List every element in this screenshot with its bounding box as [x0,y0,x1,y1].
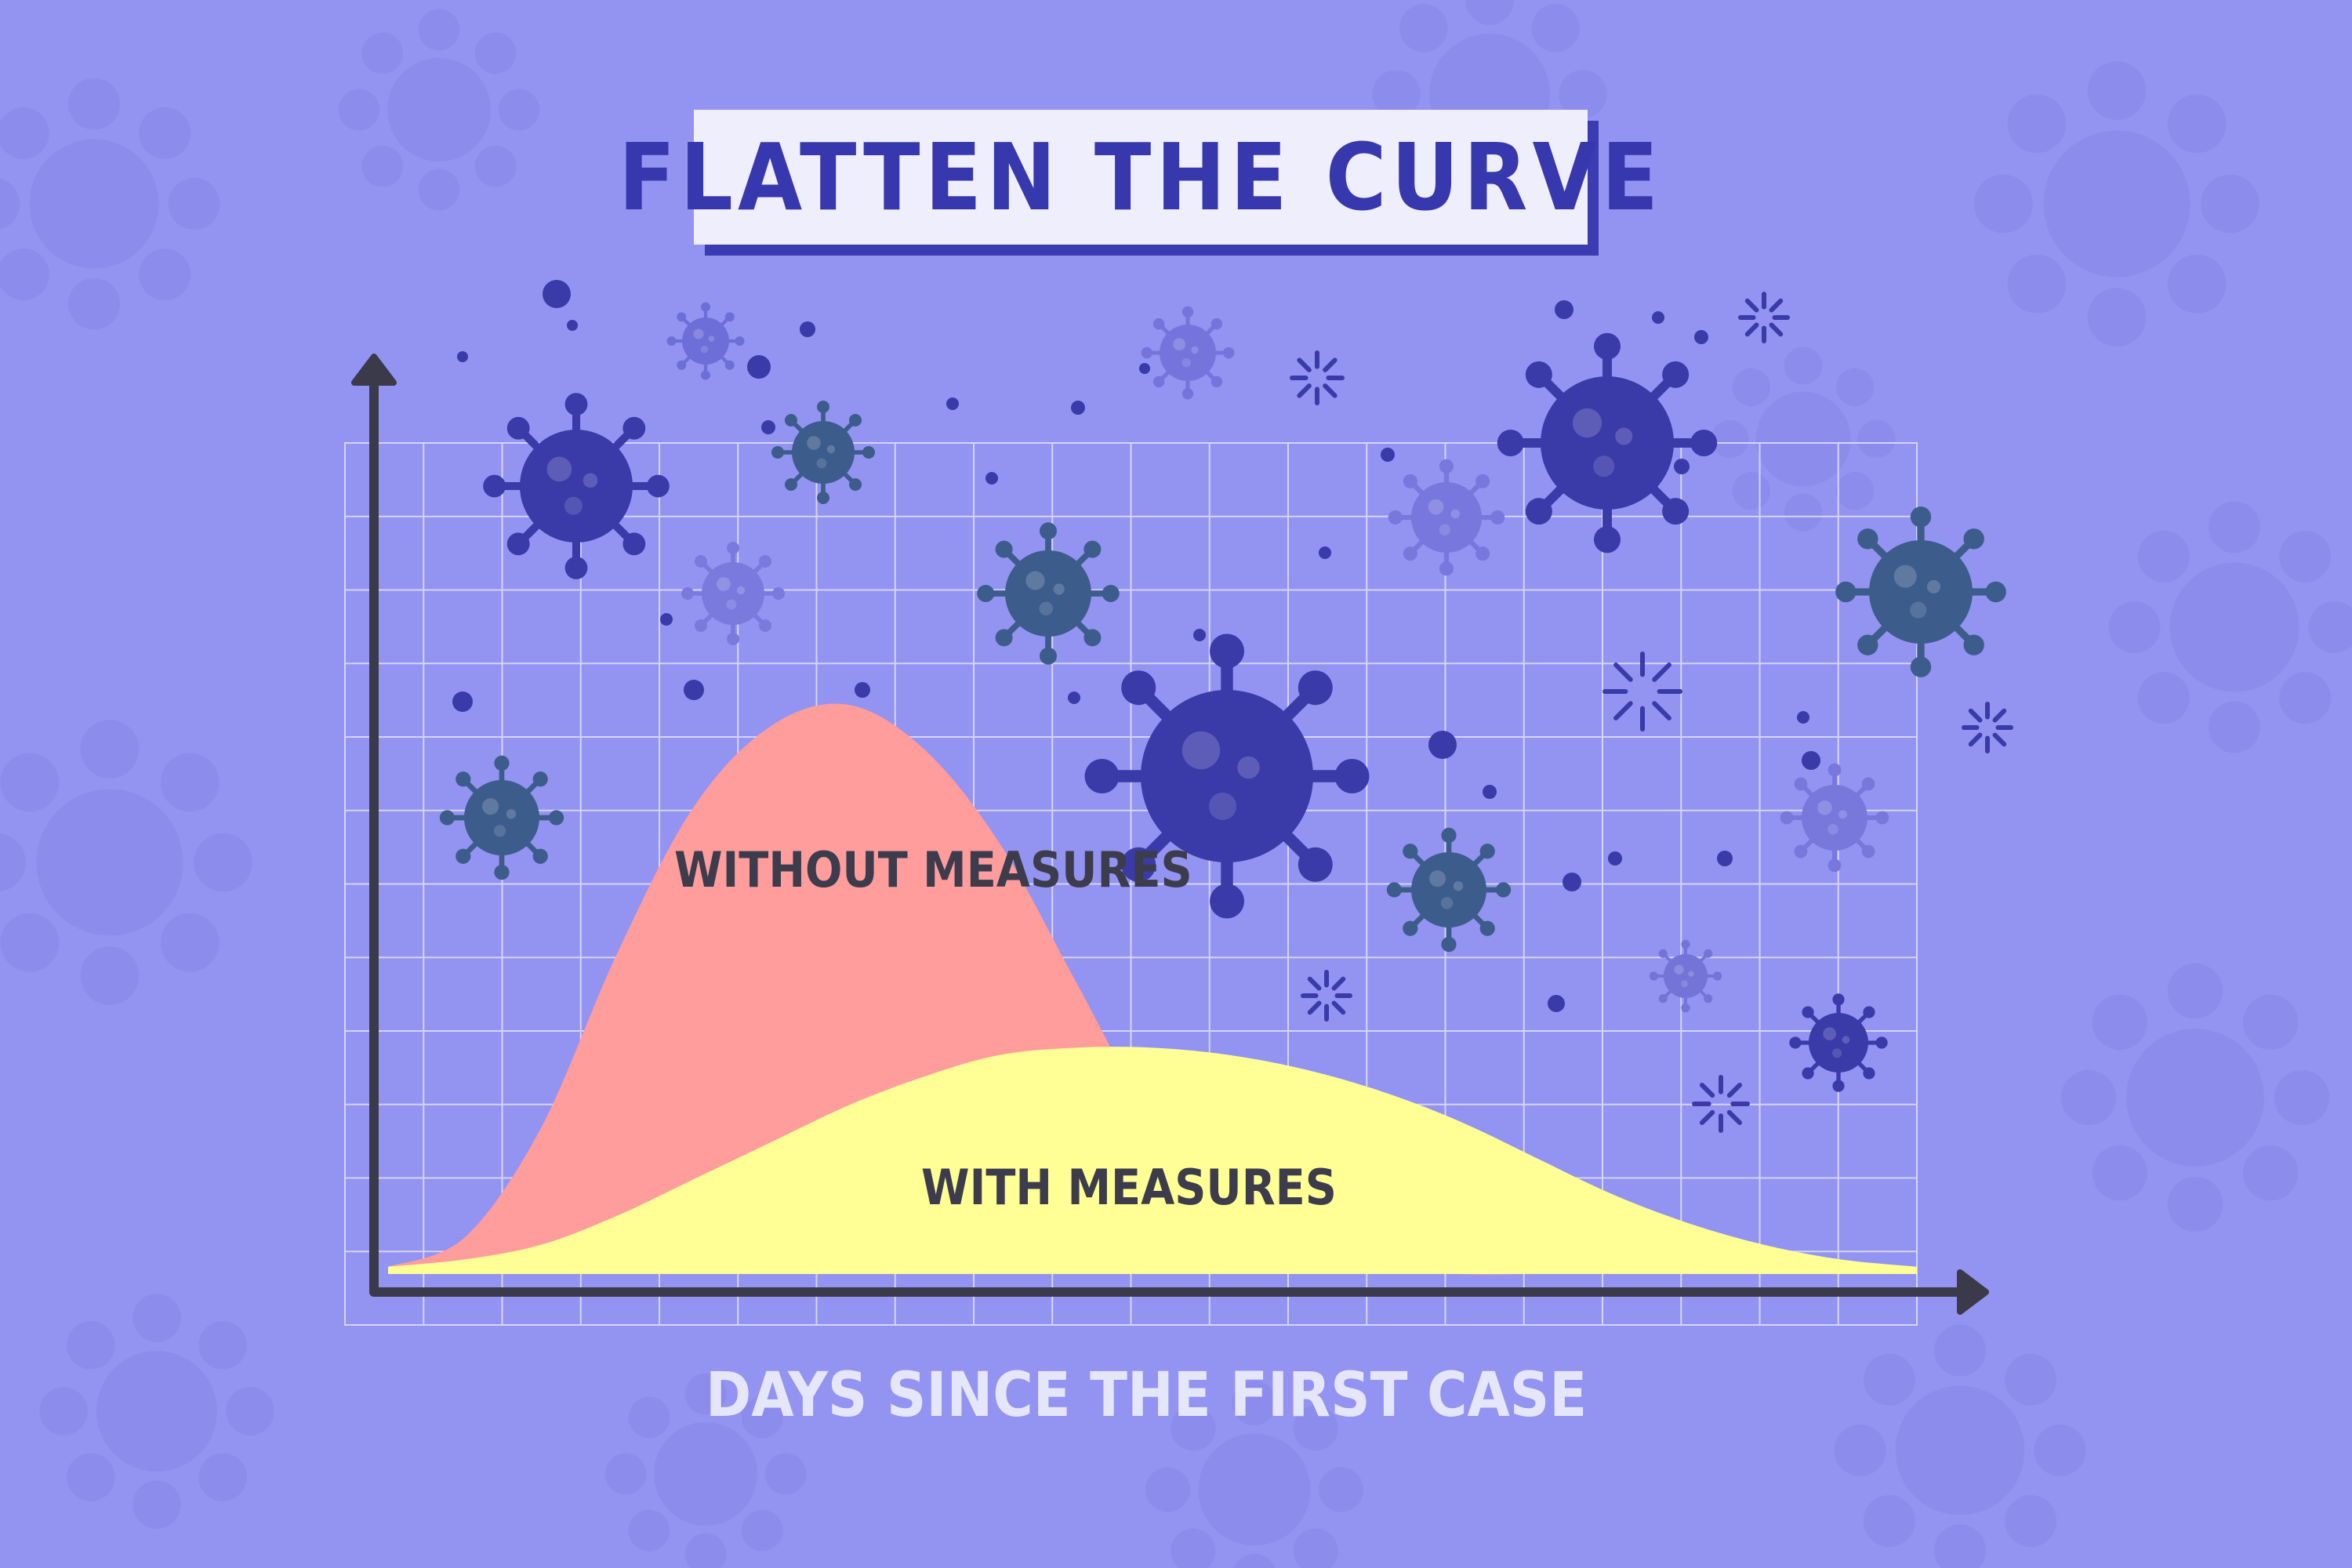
virus-particle [452,691,473,712]
virus-particle [761,420,775,434]
background-virus-icon [604,1373,807,1568]
background-virus-icon [338,9,540,211]
virus-particle [855,682,870,698]
virus-icon [439,755,564,880]
virus-particle [985,472,998,485]
chart-axes [351,354,1989,1315]
virus-particle [1428,731,1457,759]
virus-icon [771,401,875,504]
background-virus-icon [39,1294,274,1529]
virus-particle [1319,546,1331,559]
virus-particle [1802,751,1820,770]
virus-particle [684,680,704,700]
virus-icon [681,542,785,645]
virus-icon [666,302,745,380]
background-virus-icon [2108,501,2352,753]
virus-particle [660,613,673,626]
virus-particle [747,355,771,379]
area-without-measures [388,703,1917,1275]
title-box: FLATTEN THE CURVE [619,110,1658,245]
sparkle-burst [1301,970,1352,1022]
virus-particle [457,351,468,362]
background-virus-icon [1145,1380,1364,1568]
x-axis-label: DAYS SINCE THE FIRST CASE [706,1360,1588,1431]
background-virus-icon [1834,1324,2086,1568]
virus-particle [800,321,815,337]
arrow-up-icon [351,354,397,386]
background-virus-icon [0,78,220,330]
virus-icon [1388,459,1505,576]
virus-particle [1381,448,1395,462]
series-label-without-measures: WITHOUT MEASURES [674,840,1192,900]
virus-particle [1652,311,1664,324]
virus-particle [1193,629,1206,641]
virus-icon [1084,633,1370,919]
virus-particle [1717,851,1733,866]
virus-particle [1563,873,1581,891]
virus-decorations [439,280,2013,1133]
sparkle-burst [1962,702,2013,753]
series-label-with-measures: WITH MEASURES [921,1159,1337,1216]
virus-particle [1483,785,1497,799]
area-with-measures [388,1047,1917,1274]
virus-icon [1497,332,1718,554]
sparkle-burst [1602,652,1682,731]
sparkle-burst [1290,350,1345,405]
virus-particle [1555,300,1573,319]
page-title: FLATTEN THE CURVE [618,123,1664,231]
virus-particle [946,397,959,410]
arrow-right-icon [1957,1269,1989,1315]
virus-particle [1674,459,1690,474]
virus-icon [1835,506,2006,677]
virus-icon [1141,306,1235,400]
background-virus-icon [1974,61,2259,347]
virus-particle [1068,691,1080,704]
virus-particle [1797,711,1809,724]
virus-icon [1649,939,1722,1013]
sparkle-burst [1692,1075,1750,1133]
background-virus-icon [0,720,252,1005]
chart-areas [388,703,1917,1275]
virus-particle [1071,401,1085,415]
virus-particle [543,280,571,308]
virus-particle [1139,363,1150,374]
chart-grid [344,442,1918,1326]
background-virus-icon [2060,963,2330,1232]
virus-particle [1548,995,1565,1012]
virus-particle [567,320,578,331]
sparkle-burst [1738,292,1790,343]
virus-icon [1780,763,1889,873]
virus-icon [1386,827,1512,953]
virus-particle [1694,330,1708,344]
virus-icon [1789,993,1888,1092]
background-virus-icon [1711,347,1896,532]
virus-particle [1608,851,1622,866]
virus-icon [977,522,1120,665]
virus-icon [483,393,670,579]
